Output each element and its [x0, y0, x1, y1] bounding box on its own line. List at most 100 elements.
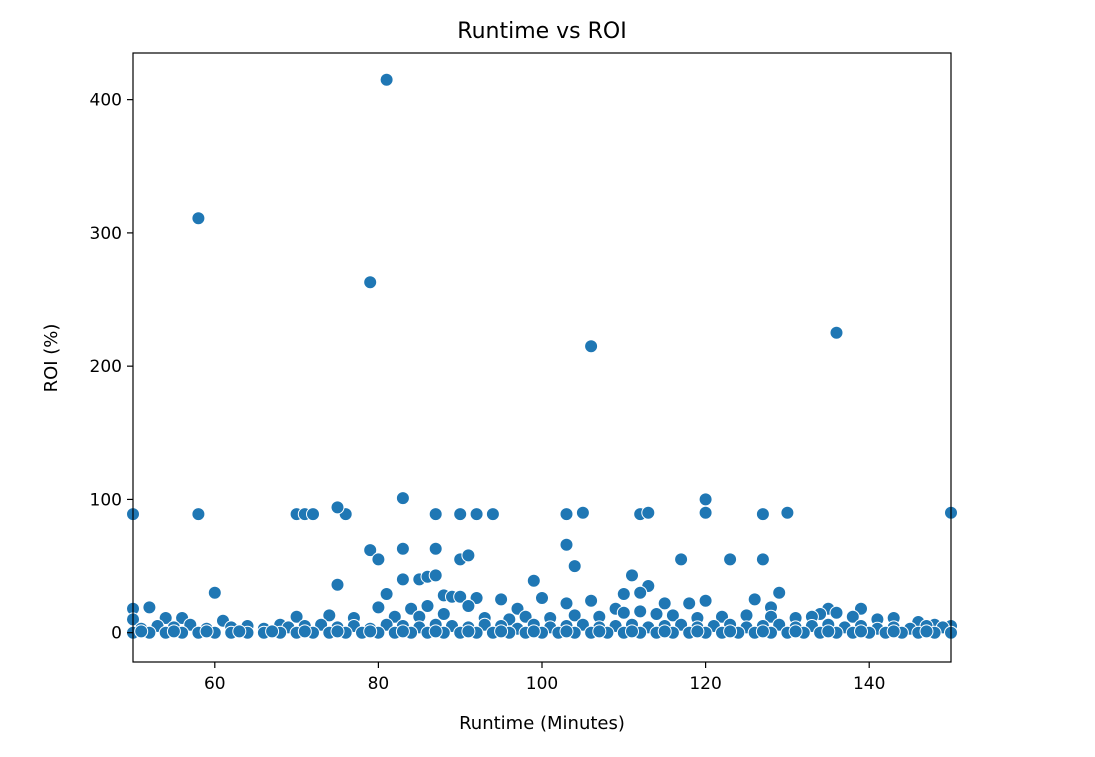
data-point — [633, 585, 648, 600]
data-point — [772, 585, 787, 600]
data-point — [723, 552, 738, 567]
data-point — [395, 572, 410, 587]
y-axis-label: ROI (%) — [41, 324, 62, 393]
y-tick-label: 200 — [90, 357, 122, 377]
data-point — [461, 624, 476, 639]
data-point — [453, 507, 468, 522]
data-point — [845, 609, 860, 624]
data-point — [191, 211, 206, 226]
data-point — [829, 325, 844, 340]
y-tick-label: 300 — [90, 224, 122, 244]
data-point — [559, 537, 574, 552]
data-point — [371, 552, 386, 567]
data-point — [428, 541, 443, 556]
data-point — [379, 587, 394, 601]
data-point — [142, 600, 157, 615]
data-point — [461, 548, 476, 563]
x-tick-label: 60 — [204, 674, 226, 694]
data-point — [330, 500, 345, 515]
data-point — [494, 624, 509, 639]
data-point — [641, 505, 656, 520]
data-point — [330, 624, 345, 639]
data-point — [363, 275, 378, 290]
data-point — [575, 505, 590, 520]
data-point — [919, 624, 934, 639]
data-point — [616, 605, 631, 620]
data-point — [567, 608, 582, 623]
data-point — [453, 589, 468, 604]
data-point — [755, 624, 770, 639]
data-point — [665, 608, 680, 623]
data-point — [436, 607, 451, 621]
data-point — [649, 607, 664, 621]
data-point — [698, 593, 713, 608]
data-point — [559, 507, 574, 522]
data-point — [535, 591, 549, 605]
data-point — [755, 507, 770, 522]
data-point — [330, 577, 345, 592]
x-axis-ticks: 60 80 100 120 140 — [204, 662, 885, 694]
data-point — [526, 573, 541, 588]
data-point — [747, 592, 762, 607]
data-point — [289, 609, 304, 624]
data-point — [395, 624, 410, 639]
data-point — [395, 541, 410, 556]
data-point — [690, 624, 705, 639]
data-point — [526, 624, 541, 639]
data-point — [584, 339, 599, 354]
data-point — [395, 491, 410, 506]
data-point — [657, 596, 672, 611]
data-point — [191, 507, 206, 522]
data-point — [821, 624, 836, 639]
data-point — [829, 605, 844, 620]
data-point — [616, 587, 631, 601]
data-point — [780, 505, 795, 520]
data-point — [755, 552, 770, 567]
y-tick-label: 400 — [90, 91, 122, 111]
x-tick-label: 100 — [526, 674, 558, 694]
data-point — [584, 593, 599, 608]
chart-title: Runtime vs ROI — [457, 19, 626, 44]
data-point — [698, 505, 713, 520]
data-point — [166, 624, 181, 639]
data-point — [207, 585, 222, 600]
data-point — [363, 543, 378, 558]
data-point — [306, 507, 320, 522]
data-point — [682, 596, 697, 611]
data-point — [674, 552, 689, 567]
x-tick-label: 80 — [368, 674, 390, 694]
data-point — [788, 624, 803, 639]
data-point — [886, 624, 901, 639]
data-points — [126, 72, 958, 640]
data-point — [592, 624, 607, 639]
data-point — [657, 624, 672, 639]
data-point — [232, 624, 247, 639]
y-axis-ticks: 0 100 200 300 400 — [90, 91, 133, 644]
data-point — [723, 624, 738, 639]
x-tick-label: 120 — [689, 674, 721, 694]
data-point — [134, 624, 149, 639]
data-point — [265, 624, 280, 639]
data-point — [322, 608, 337, 623]
data-point — [485, 507, 500, 522]
data-point — [698, 492, 713, 507]
data-point — [461, 599, 476, 613]
data-point — [428, 568, 443, 583]
y-tick-label: 0 — [111, 624, 122, 644]
data-point — [739, 608, 754, 623]
data-point — [297, 624, 312, 639]
y-tick-label: 100 — [90, 490, 122, 510]
data-point — [199, 624, 214, 639]
data-point — [420, 599, 435, 613]
data-point — [625, 624, 639, 639]
data-point — [567, 559, 582, 574]
data-point — [559, 596, 574, 611]
x-tick-label: 140 — [853, 674, 885, 694]
data-point — [494, 592, 509, 607]
data-point — [428, 507, 443, 522]
data-point — [428, 624, 443, 639]
data-point — [379, 72, 394, 87]
data-point — [371, 600, 386, 615]
data-point — [559, 624, 574, 639]
